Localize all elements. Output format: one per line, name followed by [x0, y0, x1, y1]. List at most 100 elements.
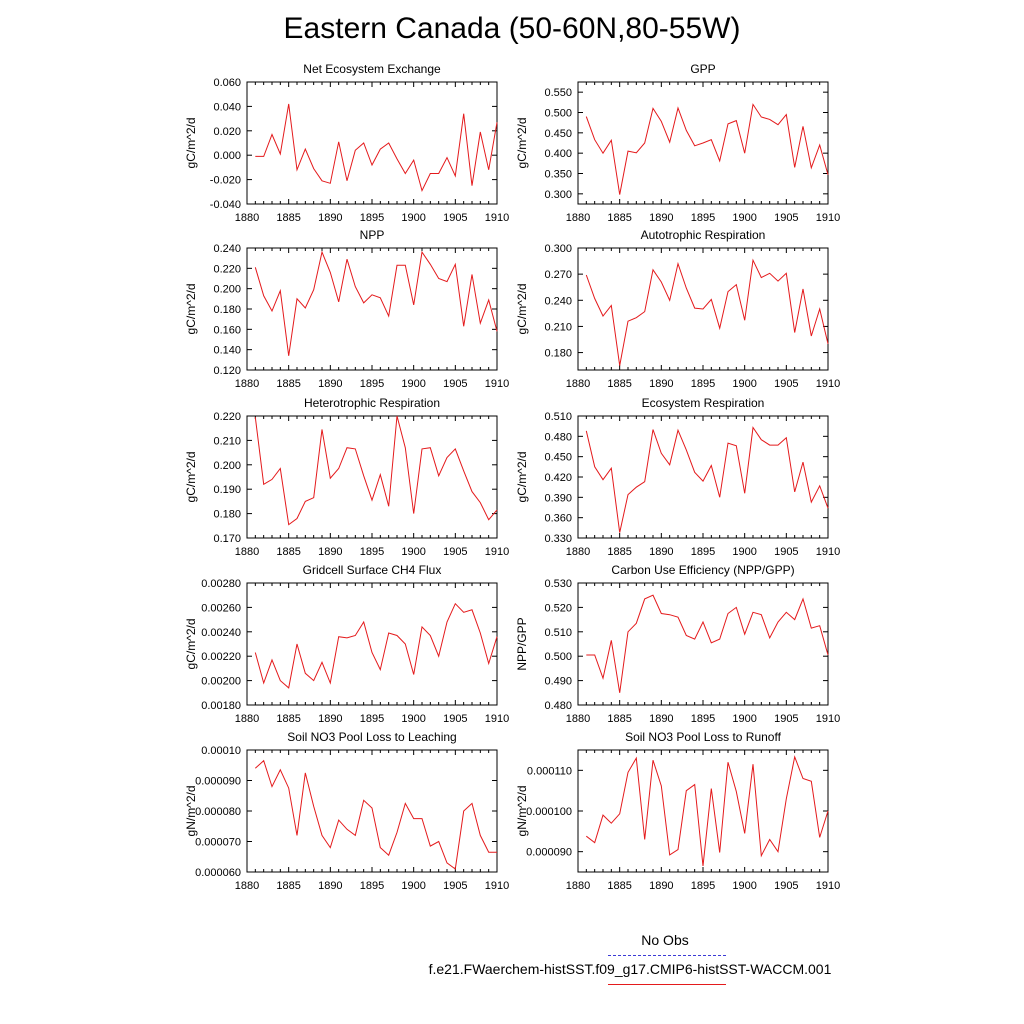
series-line	[585, 258, 829, 366]
x-tick-label: 1910	[816, 713, 840, 725]
series-line	[254, 759, 497, 870]
y-tick-label: 0.180	[213, 304, 241, 316]
x-tick-label: 1900	[401, 546, 425, 558]
y-axis-label: gC/m^2/d	[184, 452, 198, 503]
y-tick-label: 0.530	[544, 578, 572, 590]
x-tick-label: 1895	[691, 212, 715, 224]
x-tick-label: 1900	[732, 713, 756, 725]
panel-title: Heterotrophic Respiration	[304, 396, 440, 410]
y-tick-label: 0.000070	[195, 837, 241, 849]
y-tick-label: 0.240	[544, 295, 572, 307]
panel-title: Autotrophic Respiration	[641, 228, 766, 242]
x-tick-label: 1880	[235, 546, 259, 558]
y-tick-label: 0.00010	[201, 745, 241, 757]
y-axis-label: gC/m^2/d	[515, 452, 529, 503]
y-tick-label: 0.510	[544, 411, 572, 423]
y-tick-label: 0.00200	[201, 676, 241, 688]
y-tick-label: 0.520	[544, 602, 572, 614]
y-tick-label: 0.420	[544, 472, 572, 484]
x-tick-label: 1905	[774, 880, 798, 892]
y-tick-label: 0.00240	[201, 627, 241, 639]
x-tick-label: 1890	[318, 880, 342, 892]
x-tick-label: 1880	[566, 378, 590, 390]
x-tick-label: 1905	[443, 880, 467, 892]
x-tick-label: 1880	[566, 880, 590, 892]
y-tick-label: 0.000080	[195, 806, 241, 818]
x-tick-label: 1900	[401, 880, 425, 892]
x-tick-label: 1890	[318, 212, 342, 224]
panel-title: Net Ecosystem Exchange	[303, 62, 441, 76]
x-tick-label: 1885	[607, 713, 631, 725]
panel-frame	[577, 415, 829, 539]
y-tick-label: 0.390	[544, 492, 572, 504]
panel-2: GPP gC/m^2/d 1880 1885 1890 1895 1900 1905 1910 0…	[515, 62, 840, 224]
x-tick-label: 1910	[485, 713, 509, 725]
x-tick-label: 1910	[816, 212, 840, 224]
x-tick-label: 1880	[566, 713, 590, 725]
x-tick-label: 1885	[276, 212, 300, 224]
x-tick-label: 1905	[774, 546, 798, 558]
x-tick-label: 1885	[276, 880, 300, 892]
y-axis-label: gC/m^2/d	[184, 284, 198, 335]
x-tick-label: 1885	[607, 880, 631, 892]
y-tick-label: 0.190	[213, 484, 241, 496]
y-tick-label: 0.000060	[195, 867, 241, 879]
x-tick-label: 1895	[360, 378, 384, 390]
panel-3: NPP gC/m^2/d 1880 1885 1890 1895 1900 1905 1910 0…	[184, 228, 509, 390]
panel-title: Gridcell Surface CH4 Flux	[303, 563, 442, 577]
x-tick-label: 1910	[485, 546, 509, 558]
panel-6: Ecosystem Respiration gC/m^2/d 1880 1885 189…	[515, 396, 840, 558]
y-axis-label: gN/m^2/d	[184, 786, 198, 837]
y-tick-label: 0.060	[213, 77, 241, 89]
series-line	[585, 426, 829, 533]
y-tick-label: 0.180	[544, 348, 572, 360]
panel-10: Soil NO3 Pool Loss to Runoff gN/m^2/d 1880…	[515, 730, 840, 892]
y-tick-label: 0.450	[544, 128, 572, 140]
x-tick-label: 1900	[732, 546, 756, 558]
y-tick-label: 0.00280	[201, 578, 241, 590]
y-tick-label: 0.000	[213, 150, 241, 162]
y-tick-label: 0.170	[213, 533, 241, 545]
series-line	[254, 250, 498, 356]
y-tick-label: 0.480	[544, 700, 572, 712]
y-axis-label: gC/m^2/d	[184, 118, 198, 169]
panel-frame	[246, 415, 498, 539]
y-tick-label: 0.00220	[201, 651, 241, 663]
x-tick-label: 1895	[691, 546, 715, 558]
x-tick-label: 1910	[485, 378, 509, 390]
x-tick-label: 1890	[318, 546, 342, 558]
panel-7: Gridcell Surface CH4 Flux gC/m^2/d 1880 188…	[184, 563, 509, 725]
x-tick-label: 1905	[443, 546, 467, 558]
y-axis-label: NPP/GPP	[515, 617, 529, 670]
series-line	[254, 415, 498, 526]
x-tick-label: 1900	[732, 880, 756, 892]
y-tick-label: 0.350	[544, 169, 572, 181]
y-tick-label: 0.220	[213, 411, 241, 423]
x-tick-label: 1885	[276, 713, 300, 725]
y-tick-label: 0.000100	[526, 806, 572, 818]
y-tick-label: 0.480	[544, 431, 572, 443]
y-tick-label: 0.500	[544, 108, 572, 120]
legend-model-label: f.e21.FWaerchem-histSST.f09_g17.CMIP6-hi…	[428, 961, 832, 977]
x-tick-label: 1880	[566, 546, 590, 558]
x-tick-label: 1905	[443, 713, 467, 725]
series-line	[585, 755, 829, 866]
panel-title: Ecosystem Respiration	[642, 396, 765, 410]
y-tick-label: 0.000110	[527, 765, 572, 777]
y-tick-label: 0.400	[544, 148, 572, 160]
x-tick-label: 1895	[360, 212, 384, 224]
x-tick-label: 1880	[566, 212, 590, 224]
y-tick-label: 0.120	[213, 365, 241, 377]
y-tick-label: 0.040	[213, 101, 241, 113]
x-tick-label: 1885	[607, 378, 631, 390]
panel-frame	[577, 582, 829, 706]
x-tick-label: 1890	[649, 880, 673, 892]
panel-frame	[246, 749, 498, 873]
panel-title: Carbon Use Efficiency (NPP/GPP)	[611, 563, 794, 577]
x-tick-label: 1895	[360, 713, 384, 725]
x-tick-label: 1885	[607, 212, 631, 224]
x-tick-label: 1895	[360, 880, 384, 892]
y-tick-label: 0.140	[213, 345, 241, 357]
legend-obs-label: No Obs	[641, 932, 689, 948]
